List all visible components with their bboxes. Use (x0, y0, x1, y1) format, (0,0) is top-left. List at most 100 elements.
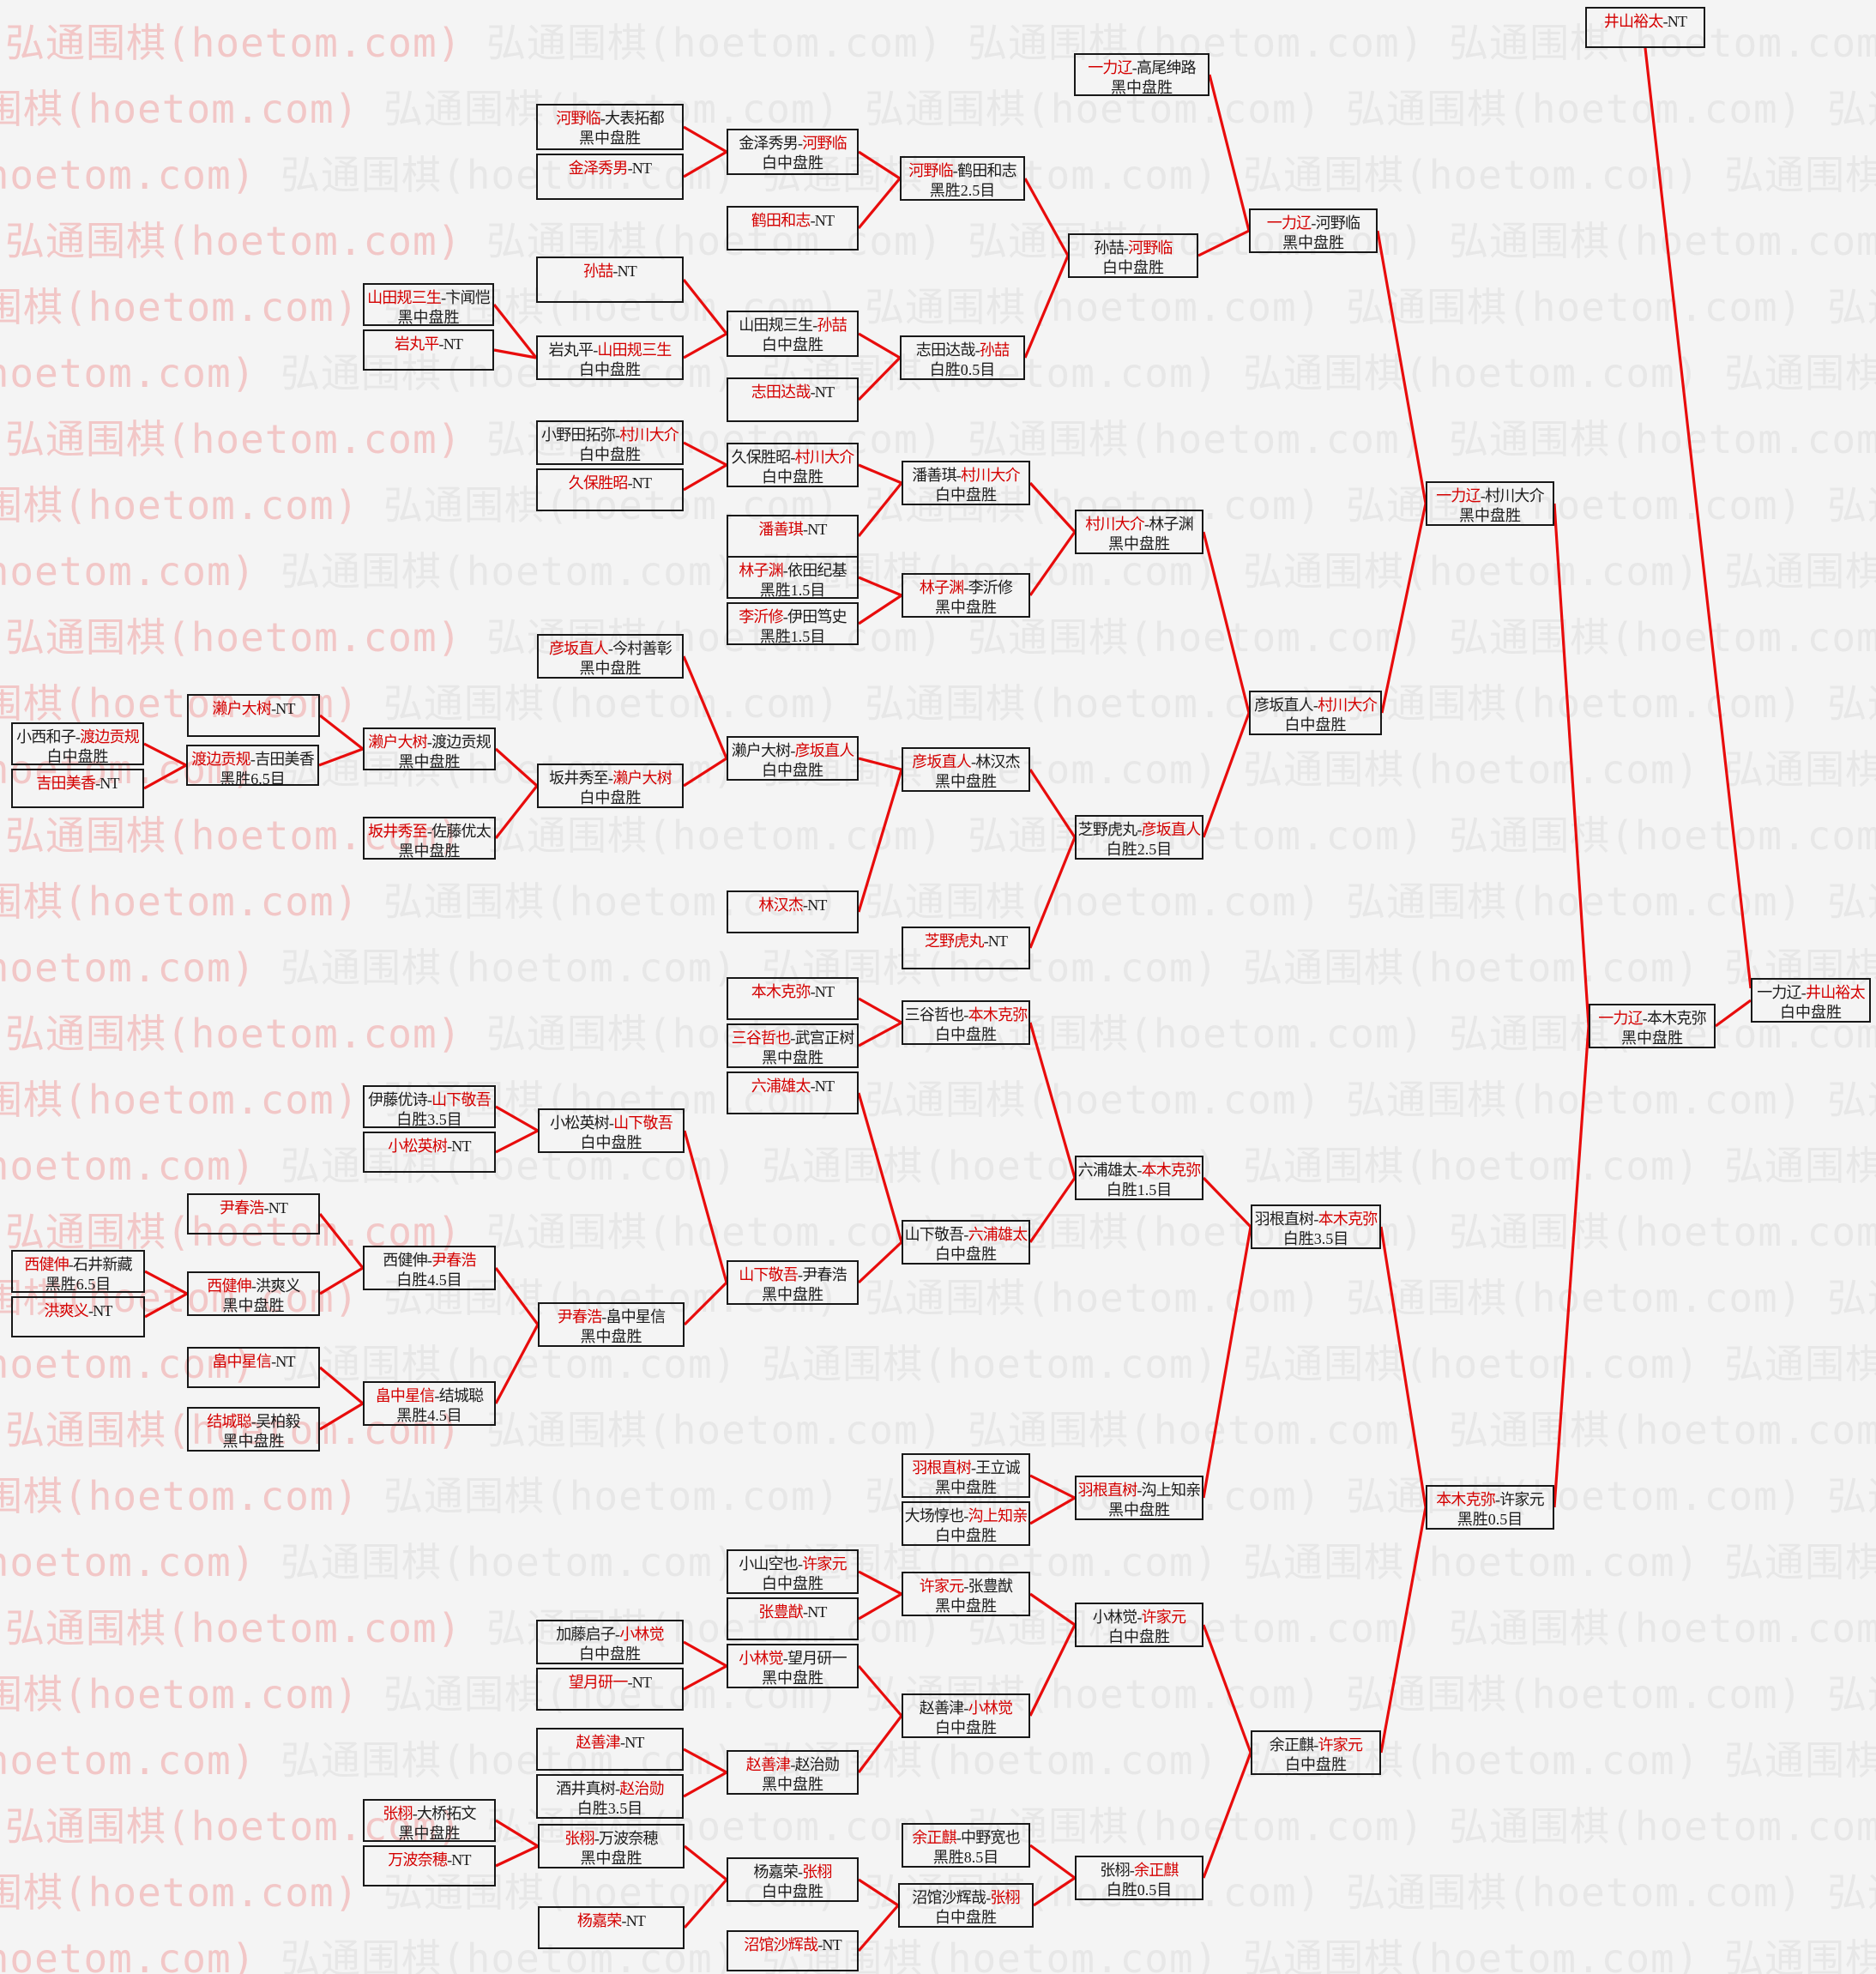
connector-line (1028, 481, 1077, 534)
match-box-b08: 岩丸平-NT (363, 329, 494, 371)
match-players: 余正麒-许家元 (1269, 1736, 1363, 1754)
connector-line (1023, 255, 1070, 359)
connector-line (1033, 1876, 1076, 1907)
watermark-row: 弘通围棋(hoetom.com) 弘通围棋(hoetom.com) 弘通围棋(h… (5, 1399, 1876, 1456)
match-box-b80: 万波奈穂-NT (363, 1845, 496, 1886)
watermark-text: 弘通围棋(hoetom.com) (762, 1341, 1244, 1387)
connector-line (144, 1292, 188, 1319)
watermark-text: 弘通围棋(hoetom.com) (383, 1869, 866, 1916)
player1-name: 酒井真树 (556, 1780, 616, 1797)
player1-name: 河野临 (908, 162, 953, 179)
player2-name: 王立诚 (975, 1459, 1020, 1476)
player2-name: 渡边贡规 (80, 728, 140, 746)
connector-line (683, 150, 727, 178)
match-box-b79: 张栩-大桥拓文 黑中盘胜 (363, 1799, 496, 1842)
watermark-text: 弘通围棋(hoetom.com) (1827, 878, 1876, 925)
player1-name: 岩丸平 (394, 335, 439, 353)
match-box-b77: 小林觉-许家元 白中盘胜 (1075, 1603, 1203, 1647)
player2-name: 本木克弥 (1647, 1010, 1707, 1027)
match-result: 白中盘胜 (762, 762, 823, 779)
player2-name: NT (631, 1674, 652, 1691)
match-players: 尹春浩-畠中星信 (557, 1308, 666, 1325)
player2-name: 林子渊 (1149, 516, 1193, 533)
watermark-text: 弘通围棋(hoetom.com) (280, 350, 763, 396)
player1-name: 畠中星信 (375, 1387, 436, 1404)
watermark-row: 弘通围棋(hoetom.com) 弘通围棋(hoetom.com) 弘通围棋(h… (5, 1796, 1876, 1852)
player1-name: 杨嘉荣 (753, 1863, 798, 1880)
watermark-text: 弘通围棋(hoetom.com) (1724, 1737, 1876, 1784)
watermark-text: 弘通围棋(hoetom.com) (968, 20, 1450, 66)
player1-name: 志田达哉 (751, 383, 811, 401)
watermark-text: 弘通围棋(hoetom.com) (1243, 350, 1725, 396)
player2-name: 佐藤优太 (431, 823, 492, 840)
watermark-row: 弘通围棋(hoetom.com) 弘通围棋(hoetom.com) 弘通围棋(h… (5, 607, 1876, 663)
player1-name: 志田达哉 (915, 341, 976, 359)
match-players: 濑户大树-渡边贡规 (368, 733, 492, 751)
connector-line (1379, 1226, 1427, 1508)
player1-name: 张栩 (383, 1805, 413, 1822)
player1-name: 坂井秀至 (549, 770, 609, 787)
match-box-b21: 潘善琪-村川大介 白中盘胜 (902, 461, 1030, 505)
watermark-row: 弘通围棋(hoetom.com) 弘通围棋(hoetom.com) 弘通围棋(h… (0, 342, 1876, 399)
watermark-text: 弘通围棋(hoetom.com) (865, 1275, 1347, 1321)
match-result: 白中盘胜 (935, 1719, 997, 1736)
player2-name: 卞闻恺 (445, 289, 490, 306)
match-players: 张豊猷-NT (758, 1603, 827, 1621)
player2-name: NT (624, 1734, 644, 1751)
player2-name: 河野临 (1315, 214, 1360, 232)
match-result: 白中盘胜 (762, 154, 823, 172)
player1-name: 山下敬吾 (739, 1266, 799, 1283)
player1-name: 小野田拓弥 (540, 426, 616, 444)
player1-name: 濑户大树 (212, 700, 272, 717)
watermark-text: 弘通围棋(hoetom.com) (0, 878, 359, 925)
match-result: 白中盘胜 (579, 446, 641, 463)
watermark-text: 弘通围棋(hoetom.com) (762, 350, 1244, 396)
player2-name: 小林觉 (619, 1626, 664, 1643)
match-players: 六浦雄太-本木克弥 (1077, 1162, 1202, 1179)
watermark-text: 弘通围棋(hoetom.com) (0, 1539, 256, 1585)
connector-line (857, 769, 903, 913)
watermark-row: 弘通围棋(hoetom.com) 弘通围棋(hoetom.com) 弘通围棋(h… (5, 1003, 1876, 1059)
match-box-b05: 河野临-鹤田和志 黑胜2.5目 (900, 156, 1025, 201)
match-box-b61: 羽根直树-王立诚 黑中盘胜 (902, 1453, 1030, 1498)
match-players: 芝野虎丸-NT (924, 933, 1008, 950)
match-players: 张栩-大桥拓文 (383, 1805, 476, 1822)
match-players: 芝野虎丸-彦坂直人 (1077, 821, 1202, 838)
connector-line (683, 1281, 728, 1326)
match-result: 黑中盘胜 (1459, 507, 1521, 524)
match-box-b49: 小松英树-山下敬吾 白中盘胜 (538, 1108, 685, 1153)
player2-name: NT (814, 1078, 835, 1095)
player2-name: 赵治勋 (619, 1780, 664, 1797)
watermark-text: 弘通围棋(hoetom.com) (1243, 1539, 1725, 1585)
watermark-text: 弘通围棋(hoetom.com) (1346, 284, 1828, 330)
connector-line (857, 1664, 903, 1717)
match-box-b47: 伊藤优诗-山下敬吾 白胜3.5目 (363, 1085, 496, 1128)
player2-name: 本木克弥 (1318, 1210, 1378, 1228)
match-result: 黑胜2.5目 (929, 182, 996, 199)
connector-line (1202, 712, 1251, 838)
player1-name: 尹春浩 (219, 1199, 264, 1216)
match-players: 彦坂直人-村川大介 (1254, 697, 1378, 714)
match-result: 黑中盘胜 (935, 1597, 997, 1615)
match-result: 黑中盘胜 (1621, 1029, 1683, 1047)
player1-name: 羽根直树 (912, 1459, 972, 1476)
player1-name: 山田规三生 (739, 317, 813, 334)
connector-line (683, 332, 727, 359)
watermark-text: 弘通围棋(hoetom.com) (0, 680, 359, 727)
watermark-text: 弘通围棋(hoetom.com) (762, 1143, 1244, 1189)
connector-line (494, 785, 539, 839)
player2-name: NT (814, 383, 835, 401)
player2-name: 高尾绅路 (1137, 59, 1197, 76)
connector-line (1029, 1844, 1076, 1880)
watermark-text: 弘通围棋(hoetom.com) (280, 1935, 763, 1974)
match-players: 三谷哲也-武宫正树 (731, 1029, 855, 1047)
match-players: 坂井秀至-濑户大树 (549, 770, 673, 787)
player2-name: NT (268, 1199, 288, 1216)
player1-name: 井山裕太 (1603, 13, 1664, 30)
watermark-row: 弘通围棋(hoetom.com) 弘通围棋(hoetom.com) 弘通围棋(h… (0, 1465, 1876, 1522)
watermark-row: 弘通围棋(hoetom.com) 弘通围棋(hoetom.com) 弘通围棋(h… (0, 144, 1876, 201)
match-players: 本木克弥-许家元 (1436, 1491, 1544, 1508)
player1-name: 林子渊 (739, 562, 783, 579)
match-box-b65: 一力辽-本木克弥 黑中盘胜 (1589, 1004, 1716, 1048)
watermark-text: 弘通围棋(hoetom.com) (1827, 1275, 1876, 1321)
